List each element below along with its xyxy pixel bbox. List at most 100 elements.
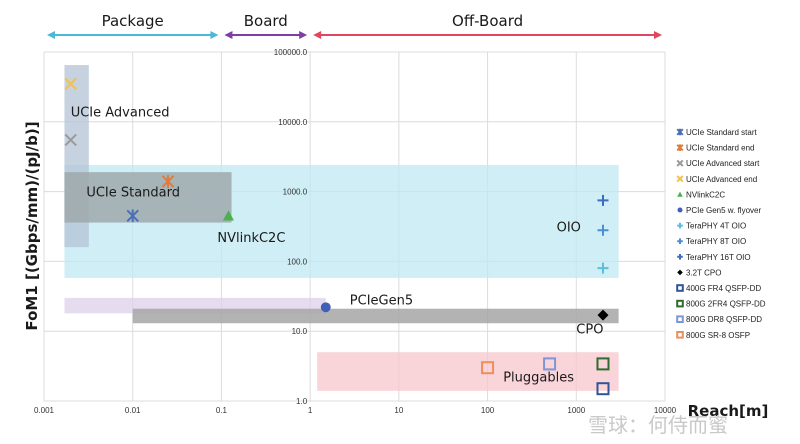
band-pluggables: [317, 352, 619, 391]
legend-label: UCIe Standard end: [686, 144, 755, 153]
legend-marker: [676, 284, 684, 292]
point-ucie-advanced-end: [64, 77, 77, 91]
legend-label: PCIe Gen5 w. flyover: [686, 206, 761, 215]
data-points: [64, 77, 610, 396]
band-cpo: [132, 308, 619, 324]
legend-marker: [677, 254, 683, 260]
x-tick-label: 0.001: [34, 406, 55, 415]
point-ucie-standard-start: [126, 209, 139, 223]
legend-item-ucie-advanced-start: UCIe Advanced start: [676, 159, 760, 168]
legend-item-ucie-advanced-end: UCIe Advanced end: [676, 175, 757, 184]
marker-square: [481, 361, 495, 375]
region-arrow-head-right: [299, 31, 308, 39]
marker-x: [64, 133, 77, 147]
legend-item-teraphy-8t-oio: TeraPHY 8T OIO: [677, 237, 746, 246]
marker-plus: [597, 262, 609, 274]
x-tick-label: 10000: [654, 406, 677, 415]
marker-diamond: [677, 269, 683, 276]
annotation-nvlinkc2c: NVlinkC2C: [217, 231, 285, 246]
marker-x: [676, 175, 684, 183]
point-400g-fr4-qsfp-dd: [596, 382, 610, 396]
legend-marker: [677, 238, 683, 244]
legend-label: UCIe Advanced start: [686, 159, 760, 168]
point-ucie-standard-end: [161, 175, 175, 188]
y-tick-label: 100000.0: [274, 48, 308, 57]
marker-plus: [597, 224, 609, 236]
legend-item-400g-fr4-qsfp-dd: 400G FR4 QSFP-DD: [676, 284, 761, 293]
legend-label: NVlinkC2C: [686, 190, 725, 199]
marker-plus: [677, 222, 683, 229]
y-axis-title: FoM1 [(Gbps/mm)/(pJ/b)]: [23, 121, 41, 330]
marker-triangle: [677, 191, 683, 197]
annotation-ucie-standard: UCIe Standard: [86, 186, 180, 201]
legend-marker: [676, 159, 684, 167]
annotation-pluggables: Pluggables: [503, 371, 574, 386]
band-ucie-standard: [64, 172, 232, 223]
legend-item-ucie-standard-start: UCIe Standard start: [676, 128, 757, 137]
annotation-pciegen5: PCIeGen5: [350, 294, 413, 309]
legend-item-800g-dr8-qsfp-dd: 800G DR8 QSFP-DD: [676, 315, 762, 324]
legend-marker: [677, 222, 683, 229]
legend-item-3-2t-cpo: 3.2T CPO: [677, 268, 721, 277]
y-tick-label: 10000.0: [278, 118, 307, 127]
marker-square: [676, 315, 684, 323]
legend-item-800g-2fr4-qsfp-dd: 800G 2FR4 QSFP-DD: [676, 299, 766, 309]
point-teraphy-4t-oio: [597, 262, 609, 274]
region-label: Package: [102, 12, 164, 30]
marker-circle: [320, 302, 331, 313]
marker-asterisk: [126, 209, 139, 223]
axes: 1.0 10.0 100.0 1000.0 10000.0 100000.0 0.001 0.…: [34, 48, 677, 415]
region-label: Off-Board: [452, 12, 523, 30]
marker-square: [676, 299, 684, 308]
y-tick-label: 10.0: [292, 327, 308, 336]
legend-label: TeraPHY 16T OIO: [686, 253, 751, 262]
x-tick-label: 10: [394, 406, 403, 415]
watermark: 雪球：何侍而蜜: [588, 413, 728, 437]
marker-square: [676, 284, 684, 292]
annotation-cpo: CPO: [576, 322, 603, 337]
marker-circle: [677, 207, 683, 213]
legend-item-ucie-standard-end: UCIe Standard end: [676, 144, 755, 153]
y-tick-label: 100.0: [287, 257, 308, 266]
point-800g-sr-8-osfp: [481, 361, 495, 375]
legend-label: 800G SR-8 OSFP: [686, 331, 750, 340]
legend-label: UCIe Advanced end: [686, 175, 757, 184]
region-headers: Package Board Off-Board: [47, 12, 662, 39]
legend-marker: [677, 207, 683, 213]
legend-marker: [676, 331, 684, 339]
marker-x: [64, 77, 77, 91]
legend-marker: [676, 175, 684, 183]
annotation-oio: OIO: [557, 220, 581, 235]
region-arrow-head-left: [313, 31, 322, 39]
bands: [64, 65, 619, 391]
marker-square: [543, 357, 557, 371]
x-tick-label: 1: [308, 406, 313, 415]
marker-asterisk: [676, 128, 684, 136]
legend-item-nvlinkc2c: NVlinkC2C: [677, 190, 725, 199]
legend-marker: [676, 299, 684, 308]
region-package: Package: [47, 12, 219, 39]
legend: UCIe Standard start UCIe Standard end UCIe…: [676, 128, 766, 340]
legend-marker: [677, 269, 683, 276]
point-nvlinkc2c: [222, 210, 234, 221]
region-board: Board: [224, 12, 308, 39]
legend-item-teraphy-4t-oio: TeraPHY 4T OIO: [677, 222, 746, 231]
legend-label: TeraPHY 4T OIO: [686, 222, 746, 231]
legend-label: TeraPHY 8T OIO: [686, 237, 746, 246]
legend-marker: [676, 144, 684, 152]
marker-plus: [677, 254, 683, 260]
marker-square: [596, 357, 610, 371]
legend-item-pcie-gen5-w-flyover: PCIe Gen5 w. flyover: [677, 206, 761, 215]
x-tick-label: 0.1: [216, 406, 228, 415]
marker-x: [676, 159, 684, 167]
legend-label: 800G 2FR4 QSFP-DD: [686, 300, 766, 309]
y-tick-label: 1.0: [296, 397, 308, 406]
legend-item-800g-sr-8-osfp: 800G SR-8 OSFP: [676, 331, 750, 340]
annotation-ucie-advanced: UCIe Advanced: [71, 105, 170, 120]
region-label: Board: [244, 12, 288, 30]
marker-square: [676, 331, 684, 339]
x-tick-label: 100: [481, 406, 495, 415]
marker-triangle: [222, 210, 234, 221]
marker-asterisk: [676, 144, 684, 152]
